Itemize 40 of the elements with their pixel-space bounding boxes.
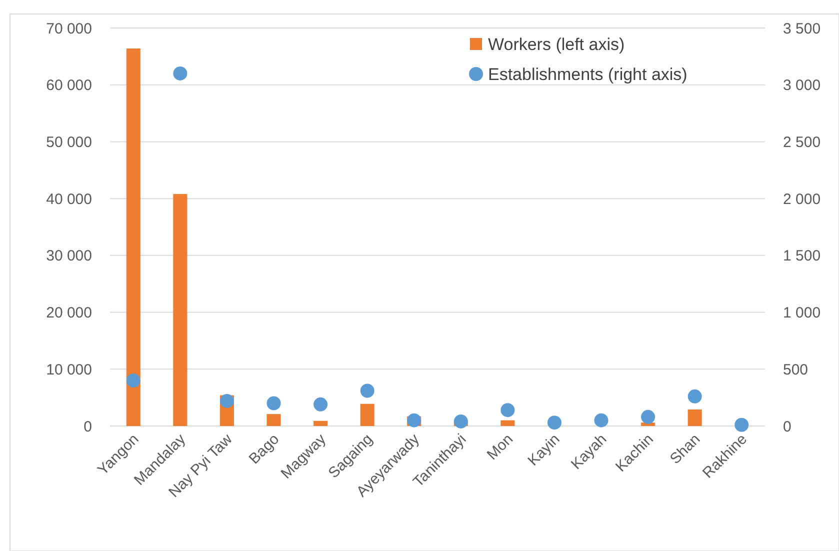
y-tick-label: 30 000: [46, 248, 92, 265]
point: [641, 410, 656, 424]
y2-tick-label: 500: [783, 361, 808, 378]
bar: [173, 194, 188, 426]
y-tick-label: 10 000: [46, 361, 92, 378]
y-tick-label: 0: [84, 418, 92, 436]
x-tick-label: Mon: [484, 430, 517, 464]
point: [454, 414, 468, 428]
point: [500, 403, 515, 418]
point: [220, 394, 234, 408]
y-tick-label: 50 000: [46, 134, 92, 151]
point: [734, 418, 749, 432]
point: [688, 389, 702, 404]
legend-label: Workers (left axis): [488, 34, 625, 54]
bar: [688, 410, 702, 426]
y-tick-label: 70 000: [46, 20, 92, 38]
y2-tick-label: 2 500: [783, 134, 821, 151]
y-tick-label: 20 000: [46, 304, 92, 322]
point: [266, 396, 281, 410]
y2-tick-label: 1 000: [783, 304, 821, 322]
point: [547, 416, 562, 430]
bar: [314, 420, 328, 426]
y2-tick-label: 1 500: [783, 248, 821, 265]
y2-tick-label: 2 000: [783, 190, 821, 208]
point: [314, 397, 328, 412]
y-tick-label: 40 000: [46, 190, 92, 208]
point: [360, 384, 374, 398]
point: [407, 413, 422, 428]
y2-tick-label: 3 500: [783, 20, 821, 38]
y2-tick-label: 0: [783, 418, 792, 436]
bar: [266, 414, 281, 426]
bar: [500, 420, 515, 426]
bar: [126, 48, 140, 426]
point: [126, 374, 140, 388]
point: [594, 413, 608, 428]
bar: [360, 404, 374, 426]
y-tick-label: 60 000: [46, 77, 92, 94]
point: [173, 66, 188, 80]
y2-tick-label: 3 000: [783, 77, 821, 94]
legend-label: Establishments (right axis): [488, 64, 688, 84]
